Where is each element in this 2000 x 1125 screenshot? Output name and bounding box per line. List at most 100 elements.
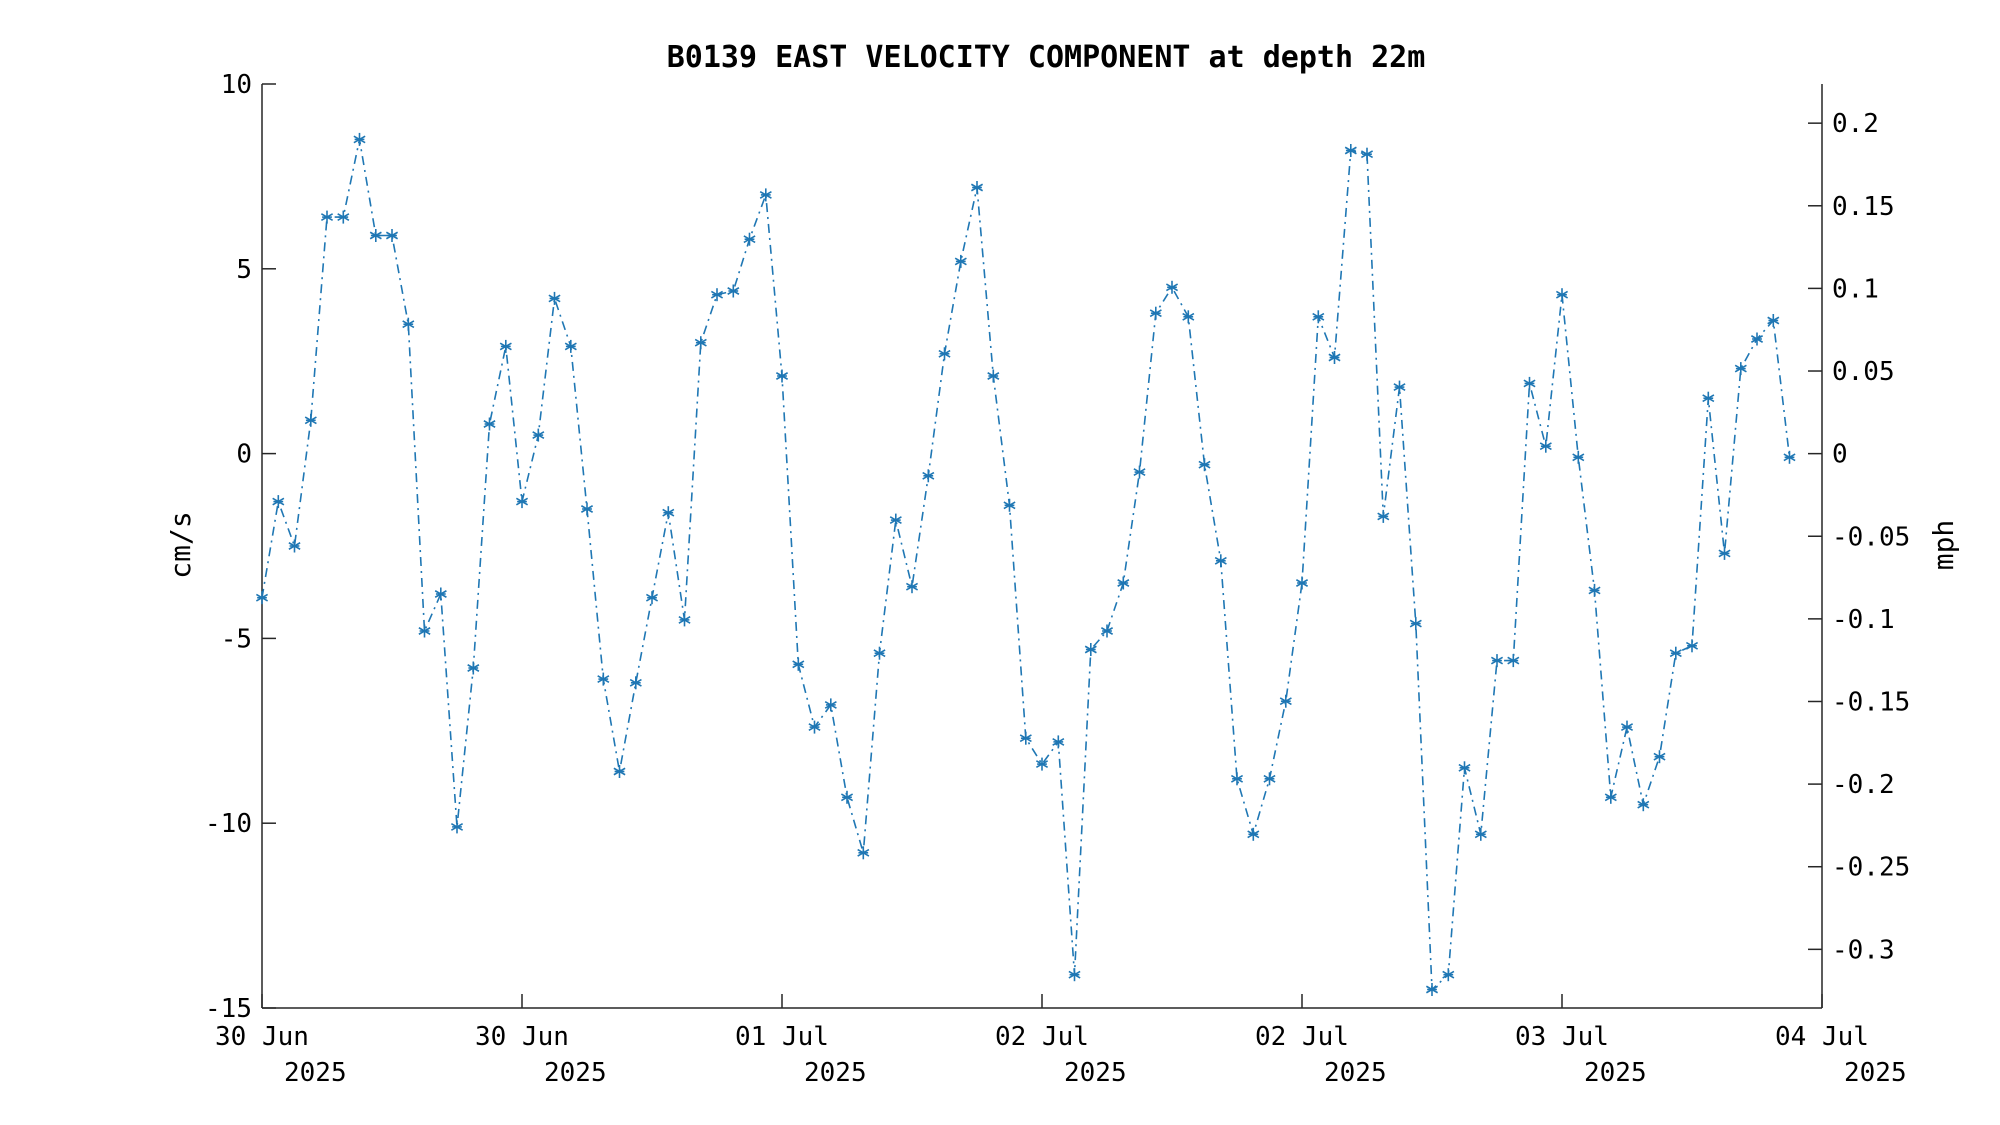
data-point xyxy=(1100,624,1114,638)
data-point xyxy=(970,181,984,194)
data-point xyxy=(1084,643,1097,656)
data-point xyxy=(1588,583,1601,597)
x-tick-label-date: 30 Jun xyxy=(215,1022,309,1052)
data-point xyxy=(483,417,496,431)
x-tick-label-date: 30 Jun xyxy=(475,1022,569,1052)
x-tick-label-date: 04 Jul xyxy=(1775,1022,1869,1052)
data-point xyxy=(1344,144,1357,157)
y-tick-label: -15 xyxy=(205,994,252,1024)
data-point xyxy=(987,369,1000,383)
data-point xyxy=(1767,314,1780,327)
data-point xyxy=(434,587,447,601)
data-point xyxy=(580,502,594,516)
data-point xyxy=(1490,654,1504,668)
data-point xyxy=(1783,450,1796,464)
data-point xyxy=(1604,790,1617,804)
y-tick-label-right: 0.1 xyxy=(1832,274,1879,304)
data-point xyxy=(272,495,285,509)
x-tick-label-date: 03 Jul xyxy=(1515,1022,1609,1052)
axes xyxy=(261,83,1823,1009)
data-point xyxy=(645,591,659,605)
data-point xyxy=(1149,306,1162,320)
x-tick-label-year: 2025 xyxy=(1324,1058,1387,1088)
data-point xyxy=(1539,439,1552,453)
x-tick-label-date: 02 Jul xyxy=(995,1022,1089,1052)
data-point xyxy=(840,790,854,804)
y-axis-label-right: mph xyxy=(1927,520,1960,571)
chart-title: B0139 EAST VELOCITY COMPONENT at depth 2… xyxy=(667,40,1426,75)
y-axis-label: cm/s xyxy=(164,511,197,578)
data-point xyxy=(1198,458,1211,472)
data-point xyxy=(727,284,740,298)
data-point xyxy=(1734,362,1747,376)
data-point xyxy=(564,339,577,353)
data-point xyxy=(1507,654,1520,668)
y-tick-label-right: -0.05 xyxy=(1832,522,1910,552)
data-point xyxy=(418,624,431,638)
data-point xyxy=(1263,772,1276,786)
y-tick-label: 0 xyxy=(236,440,252,470)
data-point xyxy=(1003,498,1016,512)
data-point xyxy=(1019,731,1032,745)
data-point xyxy=(1637,798,1650,812)
tick-labels: 10 5 0 -5 -10 -15 0.2 0.15 0.1 0.05 0 -0.05 -0.1 -0.1… xyxy=(205,70,1910,1088)
data-point xyxy=(1750,332,1764,346)
data-point xyxy=(938,347,951,361)
y-tick-label-right: 0 xyxy=(1832,440,1848,470)
y-tick-label-right: 0.2 xyxy=(1832,109,1879,139)
data-point xyxy=(824,698,837,712)
x-tick-label-date: 02 Jul xyxy=(1255,1022,1349,1052)
data-point xyxy=(613,765,626,778)
x-tick-label-year: 2025 xyxy=(544,1058,607,1088)
y-tick-label-right: -0.1 xyxy=(1832,605,1895,635)
data-point xyxy=(1133,465,1146,479)
data-point xyxy=(1442,968,1455,982)
data-point xyxy=(1685,639,1699,653)
data-point xyxy=(353,132,366,146)
data-point xyxy=(710,288,724,302)
x-tick-label-year: 2025 xyxy=(804,1058,867,1088)
data-point xyxy=(597,672,610,686)
data-point xyxy=(1214,554,1227,568)
data-point xyxy=(792,657,805,671)
data-point xyxy=(1425,983,1439,996)
data-point xyxy=(694,336,707,350)
data-point xyxy=(1247,827,1260,841)
y-tick-label-right: 0.05 xyxy=(1832,357,1895,387)
y-tick-label-right: -0.2 xyxy=(1832,770,1895,800)
data-point xyxy=(629,676,642,690)
data-point xyxy=(450,820,464,834)
y-tick-label-right: -0.3 xyxy=(1832,935,1895,965)
data-point xyxy=(922,469,935,483)
data-point xyxy=(1328,351,1341,364)
data-point xyxy=(1393,380,1406,394)
data-point xyxy=(402,317,415,331)
data-point xyxy=(889,513,902,527)
data-point xyxy=(532,428,545,442)
data-point xyxy=(304,413,317,427)
data-point xyxy=(1523,376,1536,390)
y-tick-label-right: -0.15 xyxy=(1832,687,1910,717)
data-point xyxy=(954,254,967,268)
y-tick-label: -5 xyxy=(221,624,252,654)
data-point xyxy=(1669,646,1682,660)
data-point xyxy=(743,232,756,246)
data-point xyxy=(1409,617,1422,631)
y-tick-label: -10 xyxy=(205,809,252,839)
data-point xyxy=(320,210,334,224)
data-point xyxy=(775,369,789,383)
data-point xyxy=(1702,391,1715,405)
data-point xyxy=(1572,450,1585,464)
data-point xyxy=(905,580,919,594)
data-point xyxy=(1117,576,1130,590)
data-point xyxy=(1474,827,1487,841)
data-point xyxy=(1458,761,1471,775)
data-point xyxy=(1279,694,1292,708)
data-point xyxy=(662,506,675,520)
data-point xyxy=(385,229,399,242)
data-point xyxy=(1360,147,1374,161)
data-point xyxy=(467,661,480,675)
data-point xyxy=(499,339,512,353)
data-point xyxy=(288,539,301,553)
